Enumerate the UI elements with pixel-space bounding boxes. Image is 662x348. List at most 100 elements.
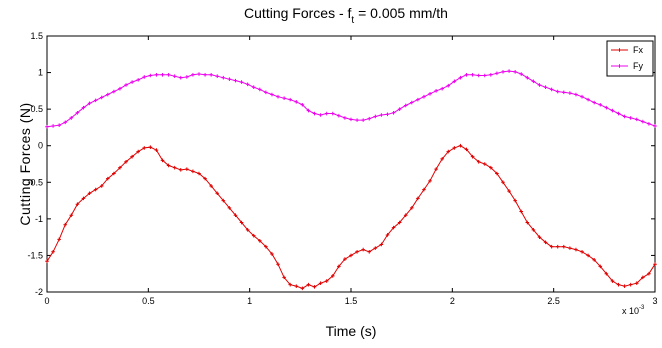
data-point-fx <box>93 187 98 192</box>
legend-label-fy: Fy <box>633 61 643 71</box>
data-point-fx <box>258 239 262 243</box>
data-point-fy <box>288 97 292 102</box>
data-point-fx <box>628 282 633 287</box>
data-point-fx <box>270 252 274 256</box>
data-point-fy <box>549 87 554 92</box>
data-point-fx <box>343 257 347 261</box>
data-point-fy <box>586 97 590 102</box>
data-point-fx <box>604 271 609 276</box>
data-point-fx <box>197 171 201 176</box>
data-point-fy <box>106 92 110 97</box>
chart-title-main: Cutting Forces - f <box>244 5 351 21</box>
data-point-fx <box>391 225 396 230</box>
data-point-fy <box>349 117 353 122</box>
data-point-fy <box>191 72 195 77</box>
data-point-fy <box>81 105 86 110</box>
data-point-fx <box>403 213 408 217</box>
data-point-fx <box>422 187 426 192</box>
data-point-fx <box>239 220 244 225</box>
data-point-fy <box>519 72 524 76</box>
data-point-fx <box>75 202 80 207</box>
data-point-fy <box>489 72 493 77</box>
data-point-fx <box>434 167 438 171</box>
data-point-fx <box>221 198 226 203</box>
data-point-fx <box>549 244 554 249</box>
data-point-fx <box>160 158 165 163</box>
data-point-fx <box>464 147 469 152</box>
data-point-fx <box>574 247 578 252</box>
data-point-fx <box>410 206 414 210</box>
data-point-fy <box>397 107 402 111</box>
data-point-fy <box>513 70 517 74</box>
chart-title: Cutting Forces - ft = 0.005 mm/th <box>244 5 448 26</box>
data-point-fx <box>568 246 572 250</box>
data-point-fy <box>142 75 147 79</box>
data-point-fx <box>136 149 140 154</box>
data-point-fx <box>276 262 280 267</box>
data-point-fx <box>647 271 651 276</box>
data-point-fy <box>416 97 420 102</box>
data-point-fy <box>93 98 98 103</box>
data-point-fy <box>63 120 68 125</box>
data-point-fy <box>434 89 438 93</box>
data-point-fy <box>379 113 384 117</box>
data-point-fy <box>312 111 317 116</box>
data-point-fx <box>233 213 238 217</box>
data-point-fx <box>586 253 590 258</box>
data-point-fx <box>482 162 487 166</box>
data-point-fx <box>476 160 481 164</box>
data-point-fy <box>367 116 372 121</box>
legend: Fx Fy <box>606 40 654 77</box>
data-point-fx <box>294 284 299 288</box>
data-point-fx <box>428 179 432 183</box>
y-tick-label: 1 <box>38 68 43 78</box>
data-point-fy <box>270 92 274 97</box>
chart-title-rest: = 0.005 mm/th <box>354 5 448 21</box>
data-point-fy <box>258 87 262 92</box>
data-point-fx <box>349 253 353 258</box>
data-point-fy <box>124 83 128 87</box>
data-point-fy <box>154 72 159 77</box>
data-point-fx <box>495 171 499 176</box>
x-tick-label: 0 <box>44 296 49 306</box>
data-point-fx <box>318 281 323 286</box>
data-point-fy <box>45 124 49 129</box>
x-axis-multiplier-exponent: -3 <box>639 305 645 311</box>
data-point-fy <box>197 72 201 76</box>
series-fy <box>45 69 657 129</box>
data-point-fx <box>245 228 250 232</box>
data-point-fy <box>227 77 232 81</box>
data-point-fy <box>446 83 451 88</box>
x-axis-label: Time (s) <box>326 323 377 339</box>
data-point-fx <box>355 249 359 254</box>
data-point-fx <box>489 165 493 170</box>
x-axis: 0 0.5 1 1.5 2 2.5 3 <box>44 36 658 306</box>
data-point-fy <box>653 124 657 128</box>
data-point-fy <box>476 73 481 78</box>
data-point-fy <box>294 100 299 104</box>
data-point-fy <box>282 96 286 100</box>
data-point-fy <box>495 71 499 76</box>
data-point-fx <box>130 154 134 159</box>
data-point-fy <box>343 116 347 120</box>
data-point-fx <box>598 264 603 269</box>
series-fx <box>45 143 657 291</box>
data-point-fx <box>45 259 49 264</box>
y-axis: 1.5 1 0.5 0 -0.5 -1 -1.5 -2 <box>27 31 655 297</box>
data-point-fy <box>251 85 256 89</box>
x-tick-label: 2 <box>450 296 455 306</box>
data-point-fx <box>124 160 128 164</box>
data-point-fx <box>519 209 524 214</box>
data-point-fx <box>458 143 463 148</box>
x-tick-label: 3 <box>652 296 657 306</box>
data-point-fx <box>641 275 645 280</box>
data-point-fy <box>203 72 207 77</box>
data-point-fx <box>178 168 183 172</box>
data-point-fx <box>209 184 213 188</box>
data-point-fy <box>531 79 536 84</box>
data-point-fx <box>312 285 317 289</box>
data-point-fx <box>300 286 305 291</box>
data-point-fx <box>537 235 542 239</box>
data-point-fy <box>428 91 432 96</box>
data-point-fy <box>185 75 189 79</box>
